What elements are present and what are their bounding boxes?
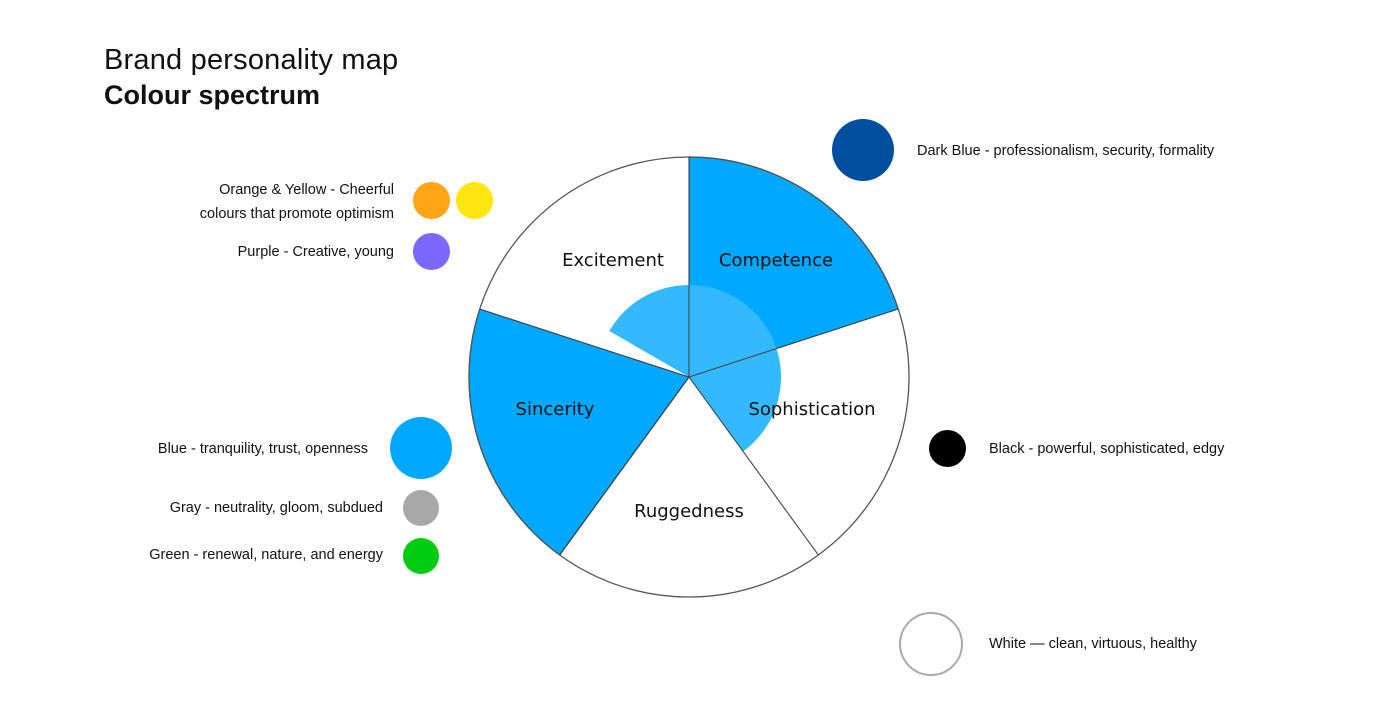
legend-purple-label: Purple - Creative, young: [237, 244, 394, 260]
legend-dark-blue-label: Dark Blue - professionalism, security, f…: [917, 143, 1215, 159]
title-block: Brand personality map Colour spectrum: [104, 42, 398, 112]
legend-black-label: Black - powerful, sophisticated, edgy: [989, 441, 1225, 457]
wheel-spoke: [559, 376, 690, 556]
page-title: Brand personality map: [104, 44, 399, 76]
segment-label-ruggedness: Ruggedness: [634, 501, 744, 522]
yellow-swatch: [456, 182, 493, 219]
wheel-spokes: [479, 157, 899, 556]
wheel-spoke: [688, 376, 819, 556]
segment-label-sophistication: Sophistication: [748, 399, 875, 420]
legend-gray-label: Gray - neutrality, gloom, subdued: [169, 500, 383, 516]
black-swatch: [929, 430, 966, 467]
wheel-spoke: [688, 308, 899, 378]
page-subtitle: Colour spectrum: [104, 80, 321, 110]
segment-ruggedness: [559, 377, 819, 597]
white-swatch: [899, 612, 963, 676]
dark-blue-swatch: [832, 119, 894, 181]
wheel-spoke: [479, 308, 690, 378]
purple-swatch: [413, 233, 450, 270]
legend-white-label: White — clean, virtuous, healthy: [989, 636, 1197, 652]
green-swatch: [403, 538, 439, 574]
centre-overlay: [609, 285, 782, 452]
segment-label-excitement: Excitement: [562, 250, 664, 271]
blue-swatch: [390, 417, 452, 479]
legend-green-label: Green - renewal, nature, and energy: [149, 547, 383, 563]
legend-orange-yellow-label: Orange & Yellow - Cheerful colours that …: [199, 182, 394, 222]
gray-swatch: [403, 490, 439, 526]
legend-blue-label: Blue - tranquility, trust, openness: [157, 441, 368, 457]
segment-label-competence: Competence: [719, 250, 833, 271]
segment-label-sincerity: Sincerity: [516, 399, 595, 420]
orange-swatch: [413, 182, 450, 219]
